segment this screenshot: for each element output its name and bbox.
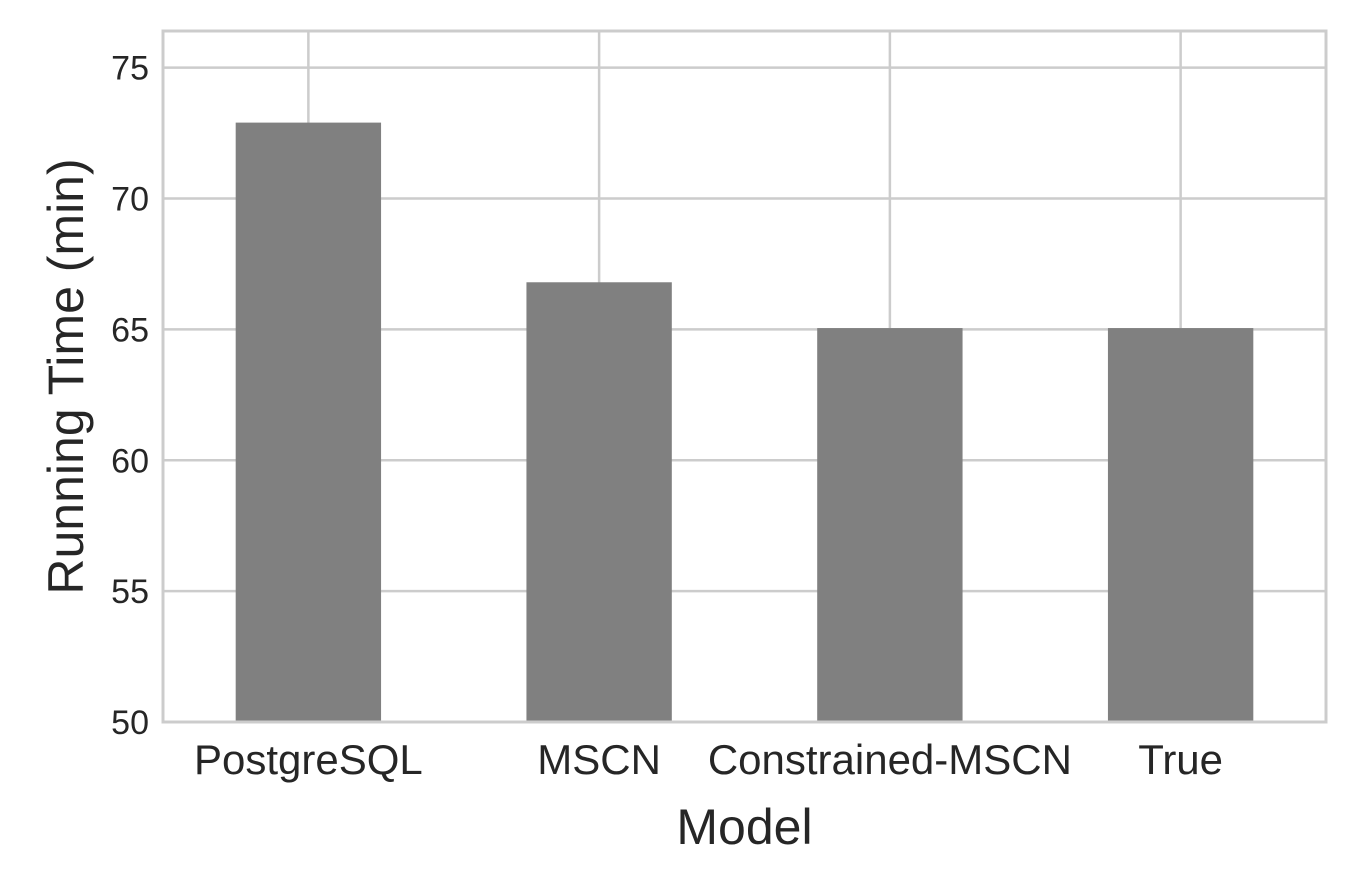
x-tick-label: Constrained-MSCN [708, 736, 1072, 783]
bar-postgresql [235, 122, 382, 722]
bar-mscn [526, 282, 672, 722]
plot-area-frame [161, 29, 1328, 724]
bars [235, 122, 1254, 722]
x-tick-label: True [1138, 736, 1223, 783]
y-tick-label: 65 [111, 311, 149, 349]
y-tick-label: 75 [111, 50, 149, 88]
bar-true [1107, 328, 1254, 722]
y-tick-label: 70 [111, 181, 149, 219]
x-tick-label: MSCN [537, 736, 661, 783]
x-tick-label: PostgreSQL [194, 736, 423, 783]
y-tick-label: 60 [111, 442, 149, 480]
y-axis-title: Running Time (min) [38, 158, 94, 594]
x-axis-ticks: PostgreSQL MSCN Constrained-MSCN True [194, 736, 1223, 783]
y-tick-label: 55 [111, 573, 149, 611]
x-axis-title: Model [676, 799, 812, 855]
y-axis-ticks: 50 55 60 65 70 75 [111, 50, 149, 742]
bar-constrained-mscn [817, 328, 963, 722]
y-tick-label: 50 [111, 704, 149, 742]
